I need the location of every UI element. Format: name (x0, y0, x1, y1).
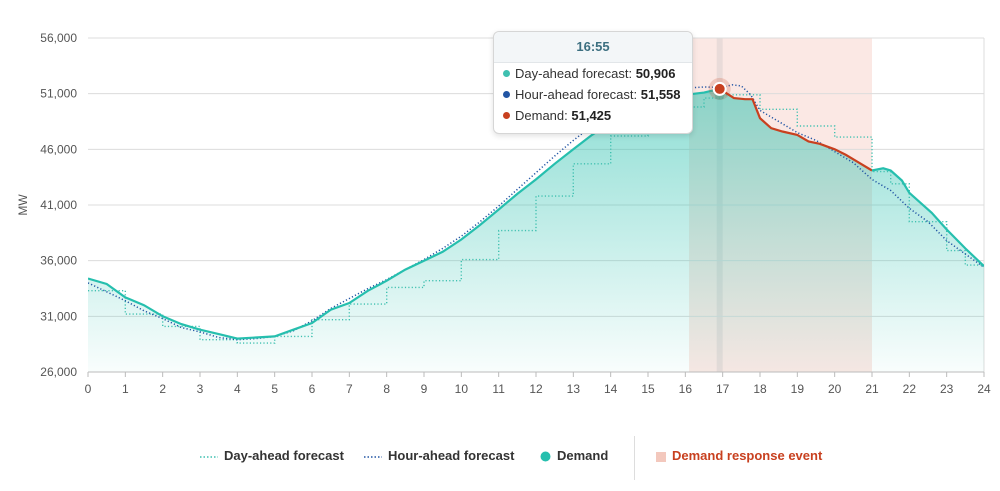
dotted-line-icon (200, 455, 218, 458)
tooltip-row-demand: Demand: 51,425 (494, 105, 692, 126)
legend-label: Hour-ahead forecast (388, 448, 515, 463)
chart-legend: Day-ahead forecast Hour-ahead forecast D… (0, 436, 1000, 480)
x-tick-label: 0 (85, 382, 92, 396)
legend-item-hour-ahead[interactable]: Hour-ahead forecast (364, 446, 514, 466)
dotted-line-icon (364, 455, 382, 458)
x-tick-label: 24 (977, 382, 991, 396)
x-tick-label: 12 (529, 382, 543, 396)
tooltip-value: 50,906 (635, 66, 676, 81)
tooltip-row-hour-ahead: Hour-ahead forecast: 51,558 (494, 84, 692, 105)
x-tick-label: 20 (828, 382, 842, 396)
y-tick-label: 51,000 (40, 87, 77, 101)
x-tick-label: 17 (716, 382, 730, 396)
legend-label: Demand (557, 448, 609, 463)
x-tick-label: 18 (753, 382, 767, 396)
tooltip-row-day-ahead: Day-ahead forecast: 50,906 (494, 63, 692, 84)
x-tick-label: 5 (271, 382, 278, 396)
legend-label: Demand response event (672, 448, 823, 463)
demand-dot-icon (503, 112, 510, 119)
x-tick-label: 23 (940, 382, 954, 396)
tooltip-label: Hour-ahead forecast: (515, 87, 638, 102)
x-tick-label: 21 (865, 382, 879, 396)
day-ahead-dot-icon (503, 70, 510, 77)
x-tick-label: 22 (903, 382, 917, 396)
legend-item-day-ahead[interactable]: Day-ahead forecast (200, 446, 344, 466)
y-axis-label: MW (16, 194, 30, 216)
tooltip-label: Day-ahead forecast: (515, 66, 633, 81)
day-ahead-forecast-line (88, 94, 984, 344)
y-tick-label: 31,000 (40, 309, 77, 323)
circle-icon (540, 451, 551, 462)
y-tick-label: 56,000 (40, 31, 77, 45)
tooltip-time: 16:55 (494, 32, 692, 63)
hour-ahead-dot-icon (503, 91, 510, 98)
x-tick-label: 3 (197, 382, 204, 396)
x-tick-label: 7 (346, 382, 353, 396)
square-icon (656, 451, 666, 462)
x-tick-label: 6 (309, 382, 316, 396)
tooltip-value: 51,425 (571, 108, 612, 123)
x-tick-label: 10 (455, 382, 469, 396)
hover-tooltip: 16:55 Day-ahead forecast: 50,906 Hour-ah… (493, 31, 693, 134)
x-tick-label: 16 (679, 382, 693, 396)
legend-item-event[interactable]: Demand response event (656, 446, 822, 466)
x-tick-label: 15 (641, 382, 655, 396)
y-tick-label: 41,000 (40, 198, 77, 212)
legend-divider (634, 436, 635, 480)
x-tick-label: 13 (567, 382, 581, 396)
tooltip-value: 51,558 (640, 87, 681, 102)
x-tick-label: 4 (234, 382, 241, 396)
y-tick-label: 36,000 (40, 254, 77, 268)
tooltip-label: Demand: (515, 108, 568, 123)
x-tick-label: 19 (791, 382, 805, 396)
x-tick-label: 9 (421, 382, 428, 396)
x-tick-label: 2 (159, 382, 166, 396)
demand-event-line (719, 87, 873, 172)
demand-hover-point (712, 81, 727, 96)
x-tick-label: 8 (383, 382, 390, 396)
legend-item-demand[interactable]: Demand (540, 446, 608, 466)
x-tick-label: 1 (122, 382, 129, 396)
legend-label: Day-ahead forecast (224, 448, 344, 463)
x-tick-label: 11 (492, 382, 505, 396)
y-tick-label: 46,000 (40, 142, 77, 156)
x-tick-label: 14 (604, 382, 618, 396)
demand-line-post-event (871, 167, 984, 267)
y-tick-label: 26,000 (40, 365, 77, 379)
